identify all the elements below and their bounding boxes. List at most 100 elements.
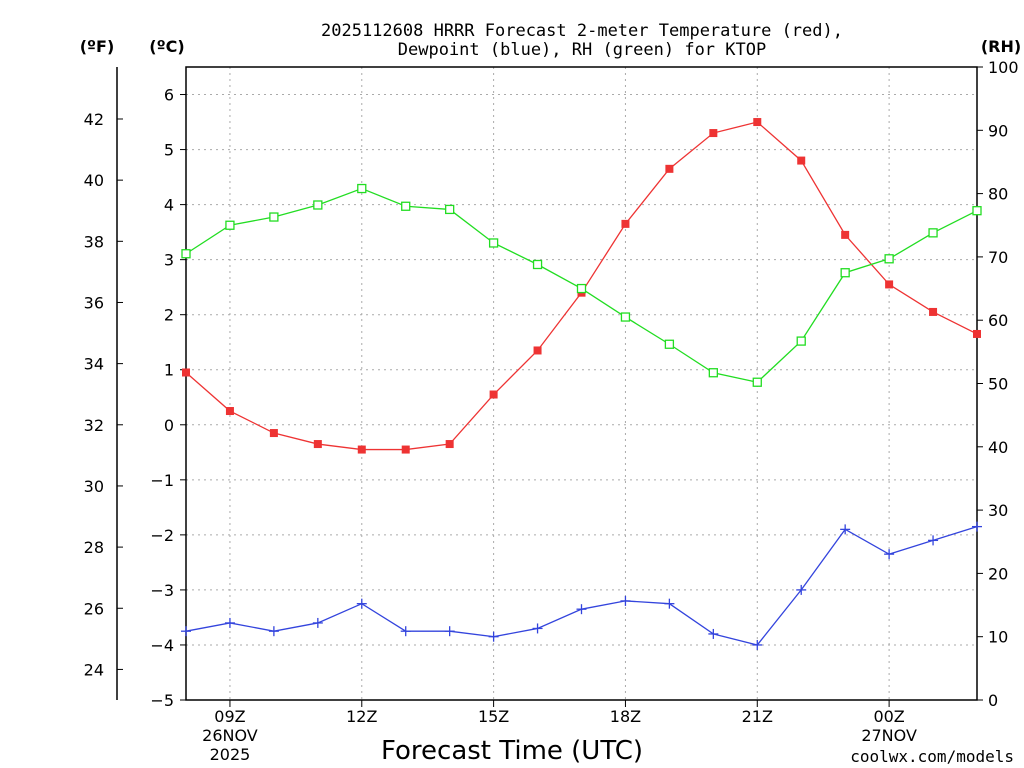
- rh-point: [620, 312, 631, 322]
- temperature-point: [313, 440, 322, 449]
- celsius-tick-label: −3: [150, 581, 174, 600]
- axes: [116, 66, 983, 707]
- rh-tick-label: 100: [988, 58, 1019, 77]
- celsius-tick-label: 4: [164, 196, 174, 215]
- temperature-point: [973, 329, 981, 338]
- rh-tick-label: 90: [988, 121, 1008, 140]
- rh-tick-label: 0: [988, 691, 998, 710]
- temperature-point: [357, 445, 366, 454]
- rh-point: [708, 368, 718, 378]
- rh-tick-label: 20: [988, 564, 1008, 583]
- x-axis-title: Forecast Time (UTC): [381, 736, 643, 766]
- temperature-point: [709, 129, 718, 138]
- rh-point: [488, 238, 499, 248]
- rh-tick-label: 50: [988, 375, 1008, 394]
- rh-unit-label: (RH): [981, 37, 1021, 56]
- celsius-unit-label: (ºC): [149, 37, 184, 56]
- dewpoint-point: [356, 598, 367, 609]
- temperature-point: [533, 346, 542, 355]
- celsius-tick-label: 5: [164, 141, 174, 160]
- fahrenheit-tick-label: 26: [84, 599, 104, 618]
- temperature-point: [753, 118, 762, 127]
- temperature-point: [489, 390, 498, 399]
- rh-point: [752, 377, 762, 387]
- dewpoint-point: [312, 617, 323, 628]
- x-tick-label: 15Z: [478, 707, 509, 726]
- rh-point: [269, 212, 279, 222]
- dewpoint-point: [400, 626, 411, 637]
- dewpoint-point: [620, 595, 631, 606]
- fahrenheit-tick-label: 36: [84, 293, 104, 312]
- celsius-tick-label: −4: [150, 636, 174, 655]
- temperature-point: [401, 445, 410, 454]
- celsius-tick-label: −5: [150, 691, 174, 710]
- fahrenheit-tick-label: 32: [84, 416, 104, 435]
- dewpoint-point: [972, 521, 982, 532]
- fahrenheit-tick-label: 30: [84, 477, 104, 496]
- temperature-point: [269, 429, 278, 438]
- dewpoint-point: [796, 584, 807, 595]
- tick-labels: −5−4−3−2−1012345624262830323436384042010…: [84, 58, 1019, 764]
- rh-point: [664, 339, 675, 349]
- fahrenheit-tick-label: 42: [84, 110, 104, 129]
- x-tick-label: 12Z: [346, 707, 377, 726]
- dewpoint-line: [185, 525, 978, 646]
- dewpoint-point: [181, 626, 191, 637]
- dewpoint-point: [224, 617, 235, 628]
- celsius-tick-label: −1: [150, 471, 174, 490]
- x-tick-label: 27NOV: [861, 726, 917, 745]
- dewpoint-point: [268, 626, 279, 637]
- temperature-point: [445, 440, 454, 449]
- rh-point: [313, 200, 323, 210]
- dewpoint-point: [708, 628, 719, 639]
- dewpoint-point: [840, 524, 851, 535]
- dewpoint-point: [532, 623, 543, 634]
- rh-tick-label: 60: [988, 311, 1008, 330]
- rh-point: [445, 204, 455, 215]
- rh-tick-label: 80: [988, 185, 1008, 204]
- temperature-point: [885, 280, 894, 289]
- x-tick-label: 00Z: [873, 707, 904, 726]
- rh-point: [576, 283, 587, 294]
- source-credit: coolwx.com/models: [850, 747, 1014, 766]
- fahrenheit-tick-label: 24: [84, 660, 104, 679]
- temperature-point: [621, 219, 630, 228]
- temperature-point: [665, 164, 674, 173]
- dewpoint-point: [752, 639, 763, 650]
- dewpoint-point: [928, 535, 939, 546]
- chart-title-line-2: Dewpoint (blue), RH (green) for KTOP: [398, 40, 766, 60]
- rh-tick-label: 10: [988, 628, 1008, 647]
- celsius-tick-label: 1: [164, 361, 174, 380]
- fahrenheit-tick-label: 38: [84, 232, 104, 251]
- temperature-point: [182, 368, 190, 377]
- temperature-point: [797, 156, 806, 165]
- rh-point: [796, 336, 806, 346]
- dewpoint-point: [664, 598, 675, 609]
- temperature-point: [929, 307, 938, 316]
- rh-tick-label: 40: [988, 438, 1008, 457]
- rh-tick-label: 70: [988, 248, 1008, 267]
- rh-point: [884, 254, 894, 264]
- celsius-tick-label: 2: [164, 306, 174, 325]
- rh-point: [840, 268, 850, 278]
- x-tick-label: 09Z: [214, 707, 245, 726]
- dewpoint-point: [576, 604, 587, 615]
- x-tick-label: 2025: [210, 745, 251, 764]
- x-tick-label: 21Z: [742, 707, 773, 726]
- celsius-tick-label: 6: [164, 86, 174, 105]
- temperature-point: [225, 407, 234, 416]
- chart-title-line-1: 2025112608 HRRR Forecast 2-meter Tempera…: [321, 21, 843, 41]
- rh-point: [928, 228, 938, 238]
- rh-point: [181, 249, 191, 259]
- celsius-tick-label: 3: [164, 251, 174, 270]
- rh-point: [357, 183, 367, 194]
- fahrenheit-tick-label: 28: [84, 538, 104, 557]
- rh-point: [972, 206, 982, 216]
- rh-point: [532, 259, 543, 270]
- celsius-tick-label: 0: [164, 416, 174, 435]
- rh-tick-label: 30: [988, 501, 1008, 520]
- dewpoint-point: [884, 549, 895, 560]
- data-series: [181, 118, 982, 650]
- fahrenheit-unit-label: (ºF): [80, 37, 115, 56]
